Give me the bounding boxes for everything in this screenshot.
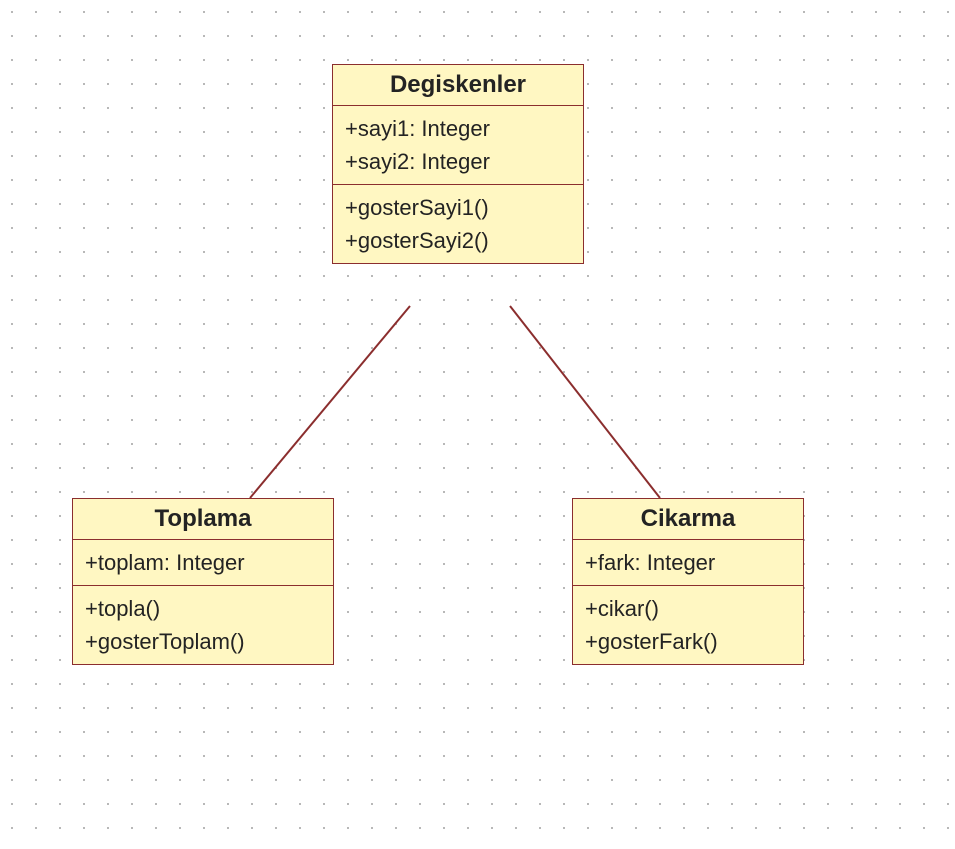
class-attributes: +fark: Integer: [573, 540, 803, 586]
class-methods: +topla() +gosterToplam(): [73, 586, 333, 664]
attribute: +sayi1: Integer: [345, 112, 571, 145]
attribute: +sayi2: Integer: [345, 145, 571, 178]
method: +topla(): [85, 592, 321, 625]
class-toplama[interactable]: Toplama +toplam: Integer +topla() +goste…: [72, 498, 334, 665]
attribute: +fark: Integer: [585, 546, 791, 579]
edge-degiskenler-toplama: [250, 306, 410, 498]
method: +gosterSayi1(): [345, 191, 571, 224]
method: +cikar(): [585, 592, 791, 625]
class-attributes: +toplam: Integer: [73, 540, 333, 586]
method: +gosterFark(): [585, 625, 791, 658]
class-title: Cikarma: [573, 499, 803, 540]
attribute: +toplam: Integer: [85, 546, 321, 579]
uml-canvas: Degiskenler +sayi1: Integer +sayi2: Inte…: [0, 0, 955, 849]
class-methods: +gosterSayi1() +gosterSayi2(): [333, 185, 583, 263]
method: +gosterSayi2(): [345, 224, 571, 257]
method: +gosterToplam(): [85, 625, 321, 658]
class-degiskenler[interactable]: Degiskenler +sayi1: Integer +sayi2: Inte…: [332, 64, 584, 264]
class-methods: +cikar() +gosterFark(): [573, 586, 803, 664]
class-title: Degiskenler: [333, 65, 583, 106]
class-title: Toplama: [73, 499, 333, 540]
edge-degiskenler-cikarma: [510, 306, 660, 498]
class-attributes: +sayi1: Integer +sayi2: Integer: [333, 106, 583, 185]
class-cikarma[interactable]: Cikarma +fark: Integer +cikar() +gosterF…: [572, 498, 804, 665]
